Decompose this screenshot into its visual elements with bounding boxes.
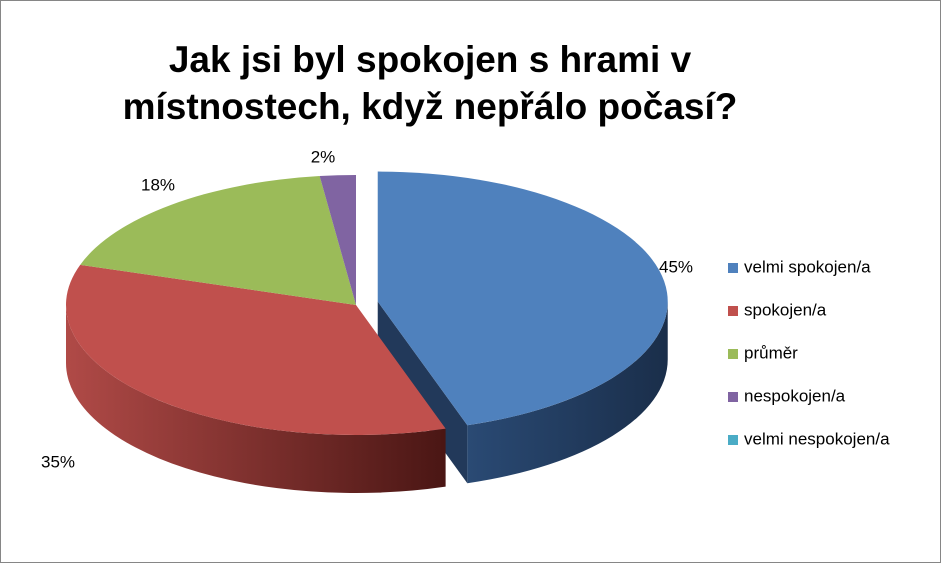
slice (80, 176, 357, 305)
legend-label: velmi spokojen/a (744, 257, 871, 276)
legend-swatch (728, 306, 738, 316)
legend-label: spokojen/a (744, 300, 827, 319)
data-label: 18% (141, 175, 175, 194)
legend-label: průměr (744, 343, 798, 362)
legend-swatch (728, 392, 738, 402)
data-label: 2% (311, 147, 336, 166)
slice (65, 264, 446, 436)
data-label: 45% (659, 257, 693, 276)
legend-label: velmi nespokojen/a (744, 429, 890, 448)
slice-side (467, 301, 668, 484)
data-label: 35% (41, 452, 75, 471)
legend-swatch (728, 435, 738, 445)
slice-side (66, 305, 446, 494)
legend-swatch (728, 263, 738, 273)
slice (377, 171, 668, 426)
chart-title: Jak jsi byl spokojen s hrami v místnoste… (122, 39, 738, 127)
legend-label: nespokojen/a (744, 386, 846, 405)
legend-swatch (728, 349, 738, 359)
slice (319, 175, 356, 305)
